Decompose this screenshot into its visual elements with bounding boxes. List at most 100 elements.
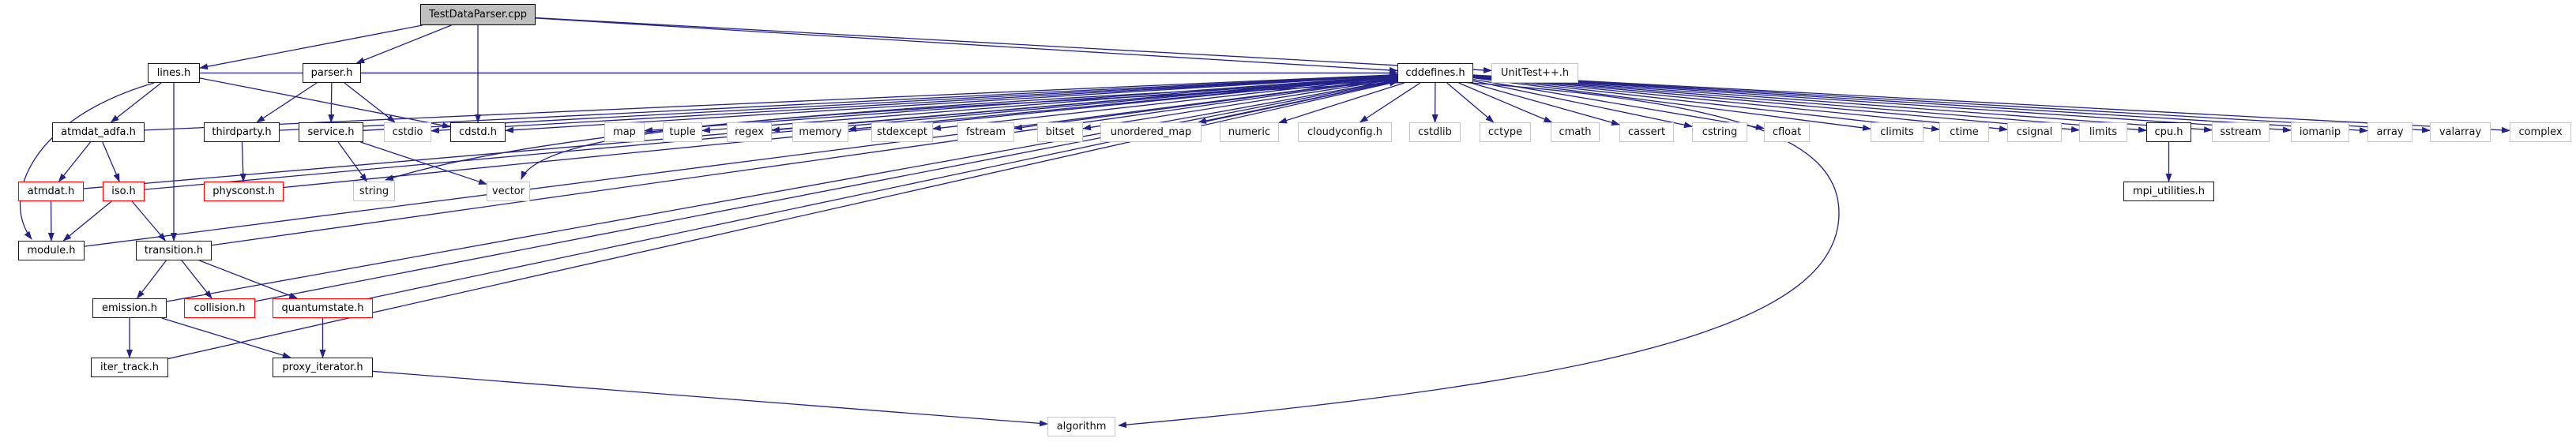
edge-lines-h-to-cdstd-h (199, 77, 451, 129)
edge-lines-h-to-module-h (20, 82, 155, 240)
node-cpu-h[interactable]: cpu.h (2146, 122, 2191, 142)
edge-testdataparser-cpp-to-cddefines-h (535, 17, 1398, 73)
node-map: map (604, 122, 645, 142)
edge-cddefines-h-to-cstdio (431, 74, 1398, 134)
node-complex: complex (2510, 122, 2571, 142)
node-quantumstate-h[interactable]: quantumstate.h (273, 298, 373, 318)
node-cstdlib: cstdlib (1409, 122, 1461, 142)
edge-testdataparser-cpp-to-parser-h (355, 24, 452, 64)
node-transition-h[interactable]: transition.h (136, 241, 212, 260)
edge-proxy-iterator-h-to-algorithm (372, 370, 1048, 427)
node-csignal: csignal (2007, 122, 2062, 142)
edge-thirdparty-h-to-cddefines-h (279, 72, 1398, 131)
node-string: string (353, 182, 395, 201)
node-cctype: cctype (1480, 122, 1531, 142)
edge-cddefines-h-to-unordered-map (1198, 80, 1398, 124)
edge-atmdat-adfa-h-to-atmdat-h (58, 141, 92, 182)
edge-cddefines-h-to-cstring (1472, 80, 1693, 129)
node-mpi-utilities-h[interactable]: mpi_utilities.h (2123, 182, 2214, 201)
node-thirdparty-h[interactable]: thirdparty.h (204, 122, 280, 142)
node-iomanip: iomanip (2291, 122, 2349, 142)
node-parser-h[interactable]: parser.h (303, 63, 361, 83)
edge-service-h-to-cddefines-h (363, 72, 1398, 131)
node-iso-h[interactable]: iso.h (103, 182, 145, 201)
edge-transition-h-to-cddefines-h (211, 76, 1398, 246)
edge-cddefines-h-to-stdexcept (932, 77, 1398, 132)
node-cloudyconfig-h: cloudyconfig.h (1298, 122, 1392, 142)
node-module-h[interactable]: module.h (18, 241, 85, 260)
edge-service-h-to-vector (360, 141, 487, 185)
node-lines-h[interactable]: lines.h (148, 63, 200, 83)
edge-service-h-to-string (337, 141, 368, 182)
edge-cddefines-h-to-cpu-h (1472, 75, 2147, 133)
edge-testdataparser-cpp-to-unittest-h (535, 17, 1492, 73)
node-array: array (2367, 122, 2412, 142)
edge-thirdparty-h-to-physconst-h (239, 141, 246, 182)
node-unittest-h: UnitTest++.h (1491, 63, 1578, 83)
node-atmdat-adfa-h[interactable]: atmdat_adfa.h (52, 122, 145, 142)
edge-parser-h-to-cstdio (344, 82, 396, 123)
node-atmdat-h[interactable]: atmdat.h (18, 182, 84, 201)
node-cfloat: cfloat (1764, 122, 1810, 142)
node-numeric: numeric (1220, 122, 1279, 142)
edge-emission-h-to-proxy-iterator-h (161, 317, 291, 358)
edge-iso-h-to-transition-h (131, 200, 167, 242)
node-cassert: cassert (1619, 122, 1674, 142)
edge-cddefines-h-to-complex (1472, 74, 2510, 133)
node-unordered-map: unordered_map (1100, 122, 1202, 142)
node-iter-track-h[interactable]: iter_track.h (91, 358, 168, 377)
edge-cddefines-h-to-vector (521, 81, 1408, 180)
node-limits: limits (2079, 122, 2127, 142)
node-memory: memory (792, 122, 848, 142)
edge-atmdat-adfa-h-to-cddefines-h (144, 72, 1398, 131)
node-cstring: cstring (1692, 122, 1747, 142)
edge-cddefines-h-to-climits (1472, 77, 1871, 131)
node-climits: climits (1871, 122, 1924, 142)
node-bitset: bitset (1037, 122, 1083, 142)
edge-cddefines-h-to-array (1472, 74, 2368, 134)
edge-cddefines-h-to-cassert (1470, 82, 1620, 125)
node-cstdio: cstdio (384, 122, 431, 142)
edge-cddefines-h-to-cctype (1446, 82, 1495, 123)
edge-cddefines-h-to-sstream (1472, 75, 2213, 133)
edge-atmdat-adfa-h-to-iso-h (102, 141, 120, 182)
edges-group (20, 17, 2510, 429)
edge-parser-h-to-thirdparty-h (256, 82, 318, 123)
edge-cddefines-h-to-cloudyconfig-h (1359, 82, 1421, 123)
node-stdexcept: stdexcept (871, 122, 933, 142)
node-cmath: cmath (1551, 122, 1600, 142)
edge-cddefines-h-to-valarray (1472, 74, 2431, 133)
edge-transition-h-to-collision-h (181, 260, 212, 299)
node-testdataparser-cpp[interactable]: TestDataParser.cpp (420, 4, 536, 25)
node-tuple: tuple (663, 122, 702, 142)
node-collision-h[interactable]: collision.h (184, 298, 255, 318)
edge-cddefines-h-to-cmath (1458, 82, 1553, 123)
node-cddefines-h[interactable]: cddefines.h (1397, 63, 1473, 83)
edge-iso-h-to-module-h (62, 200, 112, 242)
node-vector: vector (487, 182, 530, 201)
edge-cddefines-h-to-cdstd-h (505, 74, 1398, 133)
node-service-h[interactable]: service.h (299, 122, 363, 142)
node-fstream: fstream (957, 122, 1014, 142)
edge-quantumstate-h-to-cddefines-h (369, 79, 1398, 299)
edge-module-h-to-cddefines-h (84, 75, 1398, 247)
edge-cddefines-h-to-algorithm (1118, 81, 1840, 429)
edge-cddefines-h-to-limits (1472, 76, 2080, 133)
node-sstream: sstream (2212, 122, 2270, 142)
edge-parser-h-to-service-h (328, 82, 335, 123)
edge-emission-h-to-cddefines-h (166, 77, 1398, 302)
edge-cddefines-h-to-numeric (1278, 82, 1405, 124)
edge-transition-h-to-quantumstate-h (199, 260, 299, 299)
node-proxy-iterator-h[interactable]: proxy_iterator.h (273, 358, 373, 377)
node-regex: regex (727, 122, 772, 142)
edge-cddefines-h-to-iomanip (1472, 75, 2292, 133)
edge-cddefines-h-to-regex (771, 75, 1398, 133)
node-cdstd-h[interactable]: cdstd.h (450, 122, 506, 142)
node-physconst-h[interactable]: physconst.h (204, 182, 284, 201)
edge-cddefines-h-to-tuple (701, 75, 1398, 133)
edge-cddefines-h-to-bitset (1082, 78, 1398, 131)
node-algorithm: algorithm (1047, 417, 1115, 436)
node-emission-h[interactable]: emission.h (92, 298, 167, 318)
